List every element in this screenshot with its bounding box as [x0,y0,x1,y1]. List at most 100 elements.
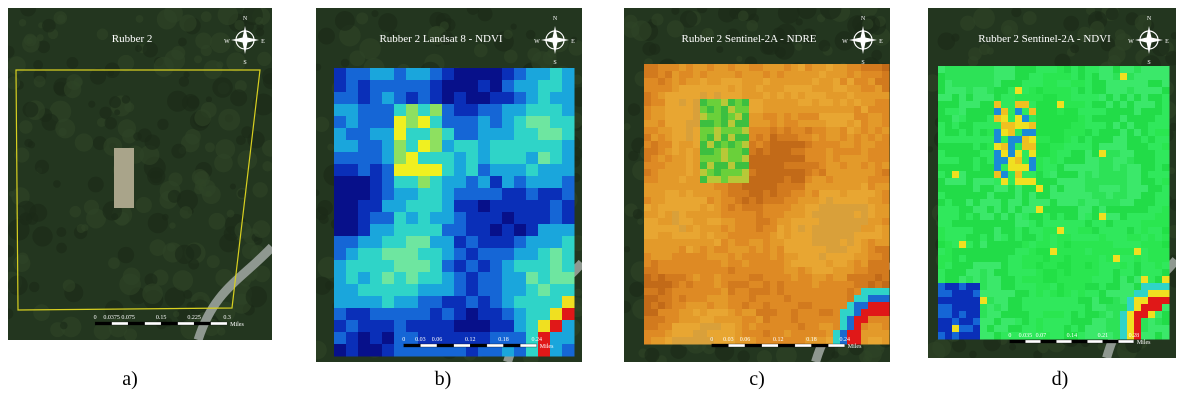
raster-cell [777,169,785,177]
raster-cell [749,85,757,93]
raster-cell [700,134,708,142]
raster-cell [854,260,862,268]
raster-cell [1155,220,1163,228]
raster-cell [798,197,806,205]
raster-cell [728,232,736,240]
raster-cell [334,224,347,237]
raster-cell [382,332,395,345]
raster-cell [847,302,855,310]
raster-cell [1141,206,1149,214]
raster-cell [478,176,491,189]
raster-cell [679,239,687,247]
raster-cell [987,248,995,256]
raster-cell [833,106,841,114]
raster-cell [1120,269,1128,277]
raster-cell [987,276,995,284]
raster-cell [700,85,708,93]
raster-cell [987,115,995,123]
scale-bar-segment [812,344,829,347]
raster-cell [644,302,652,310]
raster-cell [980,262,988,270]
raster-cell [847,225,855,233]
raster-cell [1078,241,1086,249]
raster-cell [1001,171,1009,179]
raster-cell [679,274,687,282]
raster-cell [707,148,715,156]
scale-bar-segment [1056,340,1072,343]
raster-cell [514,236,527,249]
raster-cell [938,178,946,186]
raster-cell [868,330,876,338]
raster-cell [514,260,527,273]
raster-cell [980,269,988,277]
raster-cell [1106,248,1114,256]
raster-cell [980,171,988,179]
raster-cell [1162,199,1170,207]
raster-cell [1155,332,1163,340]
raster-cell [651,323,659,331]
raster-cell [1099,199,1107,207]
raster-cell [826,302,834,310]
raster-cell [756,323,764,331]
raster-cell [358,320,371,333]
canopy-texture [88,101,95,108]
raster-cell [1120,178,1128,186]
raster-cell [394,284,407,297]
raster-cell [562,212,575,225]
raster-cell [1036,150,1044,158]
raster-cell [840,225,848,233]
raster-cell [833,176,841,184]
raster-cell [798,141,806,149]
raster-cell [798,204,806,212]
raster-cell [406,260,419,273]
raster-cell [966,213,974,221]
canopy-texture [33,304,50,321]
raster-cell [1057,213,1065,221]
raster-cell [1148,73,1156,81]
raster-cell [805,197,813,205]
raster-cell [728,127,736,135]
raster-cell [700,64,708,72]
scale-label: 0.28 [1129,333,1140,339]
raster-cell [987,129,995,137]
raster-cell [1120,276,1128,284]
raster-cell [770,274,778,282]
canopy-texture [349,50,365,66]
raster-cell [805,232,813,240]
raster-cell [1148,276,1156,284]
raster-cell [466,200,479,213]
raster-cell [1148,255,1156,263]
raster-cell [770,316,778,324]
raster-cell [686,85,694,93]
raster-cell [693,155,701,163]
raster-cell [1085,143,1093,151]
raster-cell [679,71,687,79]
raster-cell [805,218,813,226]
raster-cell [406,224,419,237]
raster-cell [693,288,701,296]
raster-cell [394,80,407,93]
raster-cell [882,253,890,261]
raster-cell [1057,192,1065,200]
raster-cell [994,101,1002,109]
raster-cell [756,141,764,149]
raster-cell [1106,269,1114,277]
raster-cell [514,332,527,345]
raster-cell [651,260,659,268]
raster-cell [644,106,652,114]
raster-cell [1029,171,1037,179]
raster-cell [658,239,666,247]
raster-cell [1015,248,1023,256]
raster-cell [334,176,347,189]
raster-cell [854,218,862,226]
raster-cell [798,78,806,86]
raster-cell [334,320,347,333]
raster-cell [1008,297,1016,305]
raster-cell [882,127,890,135]
raster-cell [394,164,407,177]
raster-cell [454,248,467,261]
raster-cell [1057,248,1065,256]
raster-cell [1029,234,1037,242]
map-title: Rubber 2 Landsat 8 - NDVI [379,33,502,45]
raster-cell [1099,136,1107,144]
